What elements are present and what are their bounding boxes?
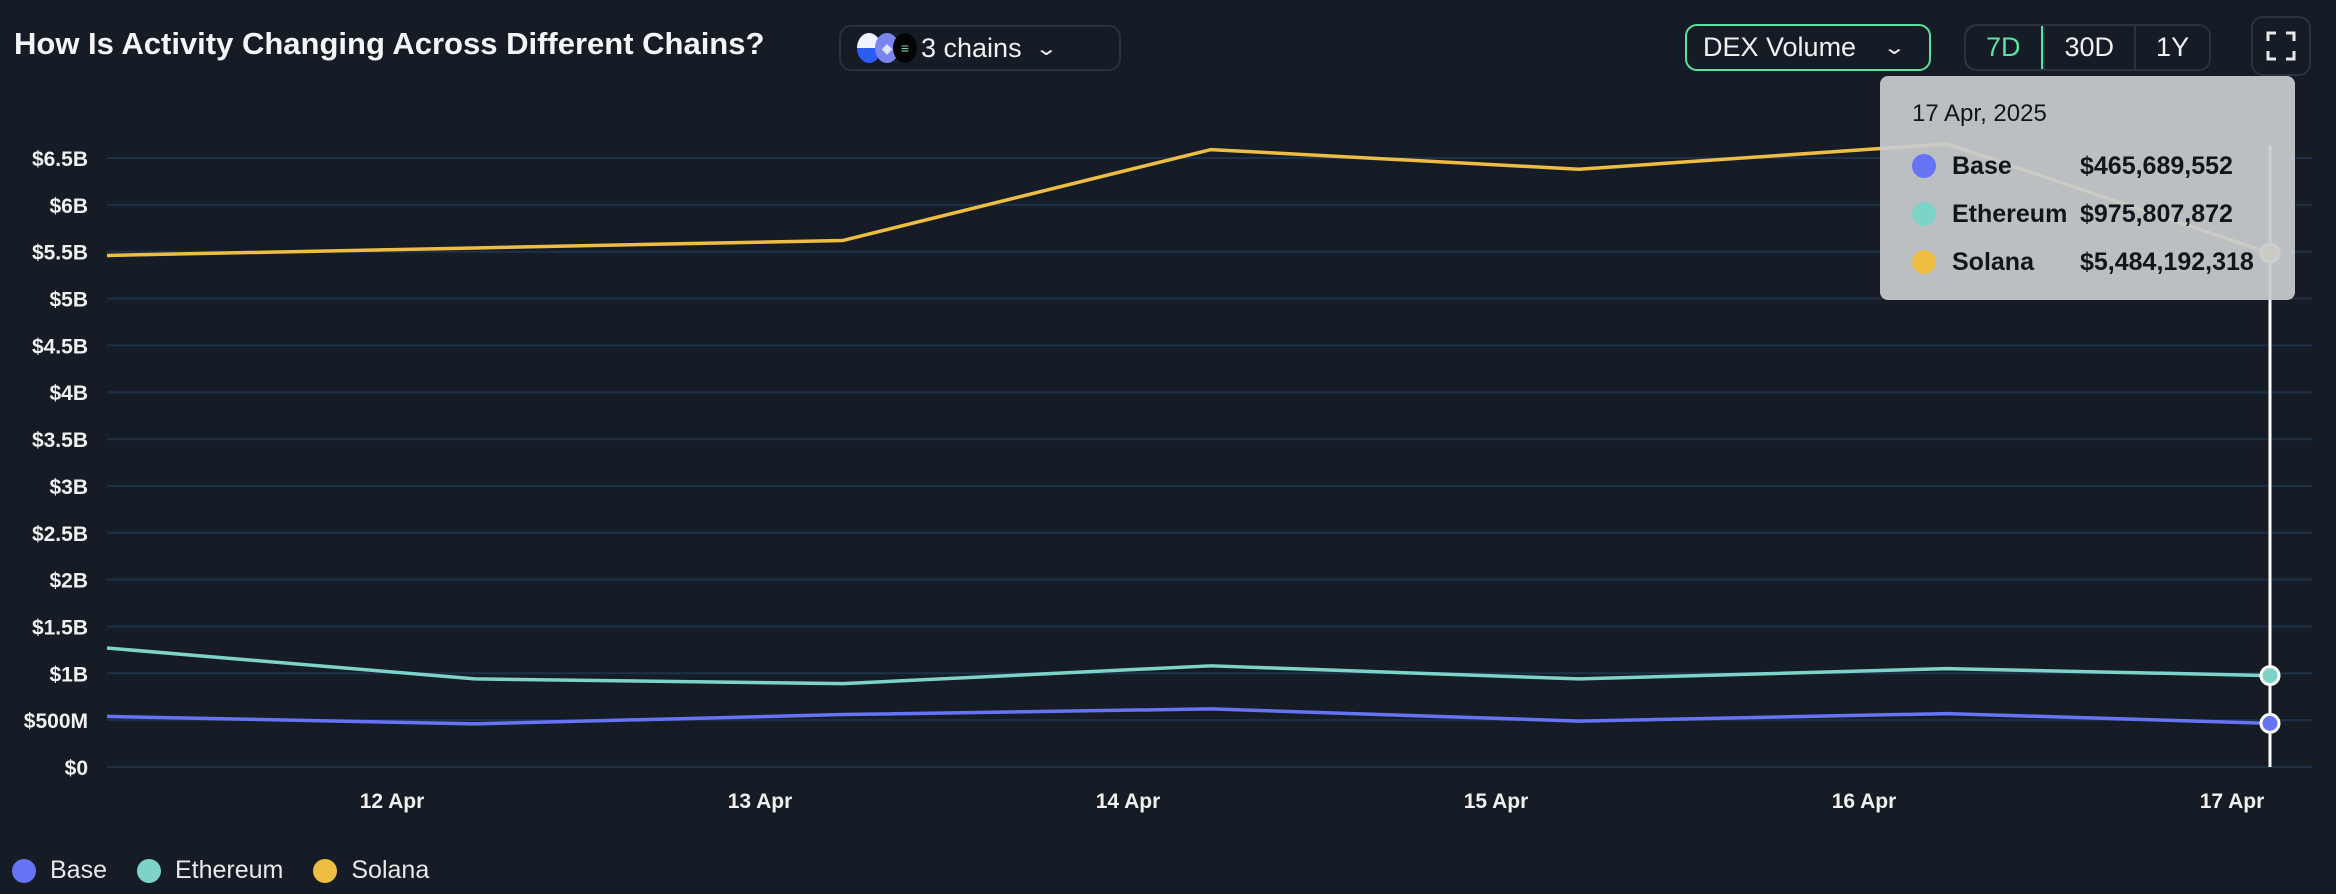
solana-dot-icon [313, 858, 338, 883]
chain-logos: ◆ ≡ [857, 33, 917, 63]
tooltip-date: 17 Apr, 2025 [1912, 100, 2047, 127]
y-tick-label: $6B [49, 195, 88, 218]
y-tick-label: $5.5B [32, 242, 88, 265]
y-tick-label: $500M [24, 710, 88, 733]
legend-label: Ethereum [174, 856, 284, 884]
metric-label: DEX Volume [1703, 32, 1857, 62]
y-tick-label: $6.5B [32, 148, 88, 171]
y-tick-label: $1.5B [32, 616, 88, 639]
solana-logo-icon: ≡ [893, 33, 917, 63]
y-tick-label: $2.5B [32, 523, 88, 546]
ethereum-dot-icon [1912, 202, 1936, 226]
tooltip-value: $465,689,552 [2080, 151, 2233, 180]
y-tick-label: $2B [49, 570, 88, 593]
tooltip-row-solana: Solana $5,484,192,318 [1912, 238, 2263, 286]
period-7d[interactable]: 7D [1966, 26, 2043, 69]
tooltip-value: $5,484,192,318 [2080, 247, 2254, 276]
x-tick-label: 15 Apr [1464, 790, 1529, 813]
x-tick-label: 12 Apr [360, 790, 425, 813]
legend-item-ethereum[interactable]: Ethereum [136, 856, 284, 885]
y-tick-label: $5B [49, 289, 88, 312]
y-tick-label: $0 [65, 757, 88, 780]
legend-label: Base [50, 856, 107, 884]
series-line-ethereum [106, 646, 2271, 686]
period-selector: 7D 30D 1Y [1964, 24, 2212, 71]
y-tick-label: $3.5B [32, 429, 88, 452]
y-tick-label: $3B [49, 476, 88, 499]
x-tick-label: 13 Apr [728, 790, 793, 813]
y-tick-label: $1B [49, 663, 88, 686]
tooltip-value: $975,807,872 [2080, 199, 2233, 228]
solana-dot-icon [1912, 250, 1936, 274]
x-tick-label: 17 Apr [2200, 790, 2265, 813]
ethereum-dot-icon [136, 858, 161, 883]
metric-dropdown[interactable]: DEX Volume ⌄ [1685, 24, 1931, 71]
x-tick-label: 16 Apr [1832, 790, 1897, 813]
y-tick-label: $4.5B [32, 335, 88, 358]
tooltip-name: Base [1952, 151, 2012, 180]
chevron-down-icon: ⌄ [1034, 37, 1058, 60]
chains-label: 3 chains [921, 32, 1022, 63]
fullscreen-icon [2266, 31, 2296, 61]
period-30d[interactable]: 30D [2042, 26, 2135, 69]
series-line-base [106, 707, 2271, 726]
tooltip-row-ethereum: Ethereum $975,807,872 [1912, 190, 2263, 238]
chain-selector[interactable]: ◆ ≡ 3 chains ⌄ [839, 25, 1121, 71]
fullscreen-button[interactable] [2251, 16, 2311, 76]
hover-point-ethereum [2259, 665, 2281, 687]
chart-legend: Base Ethereum Solana [12, 856, 429, 885]
base-dot-icon [1912, 154, 1936, 178]
chart-tooltip: 17 Apr, 2025 Base $465,689,552 Ethereum … [1880, 76, 2295, 300]
x-tick-label: 14 Apr [1096, 790, 1161, 813]
legend-label: Solana [351, 856, 430, 884]
tooltip-name: Solana [1952, 247, 2034, 276]
legend-item-base[interactable]: Base [12, 856, 107, 885]
legend-item-solana[interactable]: Solana [313, 856, 429, 885]
tooltip-row-base: Base $465,689,552 [1912, 142, 2263, 190]
chevron-down-icon: ⌄ [1882, 37, 1907, 59]
base-dot-icon [12, 858, 36, 883]
page-title: How Is Activity Changing Across Differen… [14, 26, 765, 61]
tooltip-name: Ethereum [1952, 199, 2068, 228]
period-1y[interactable]: 1Y [2134, 26, 2209, 69]
hover-point-base [2259, 712, 2281, 734]
y-tick-label: $4B [49, 382, 88, 405]
